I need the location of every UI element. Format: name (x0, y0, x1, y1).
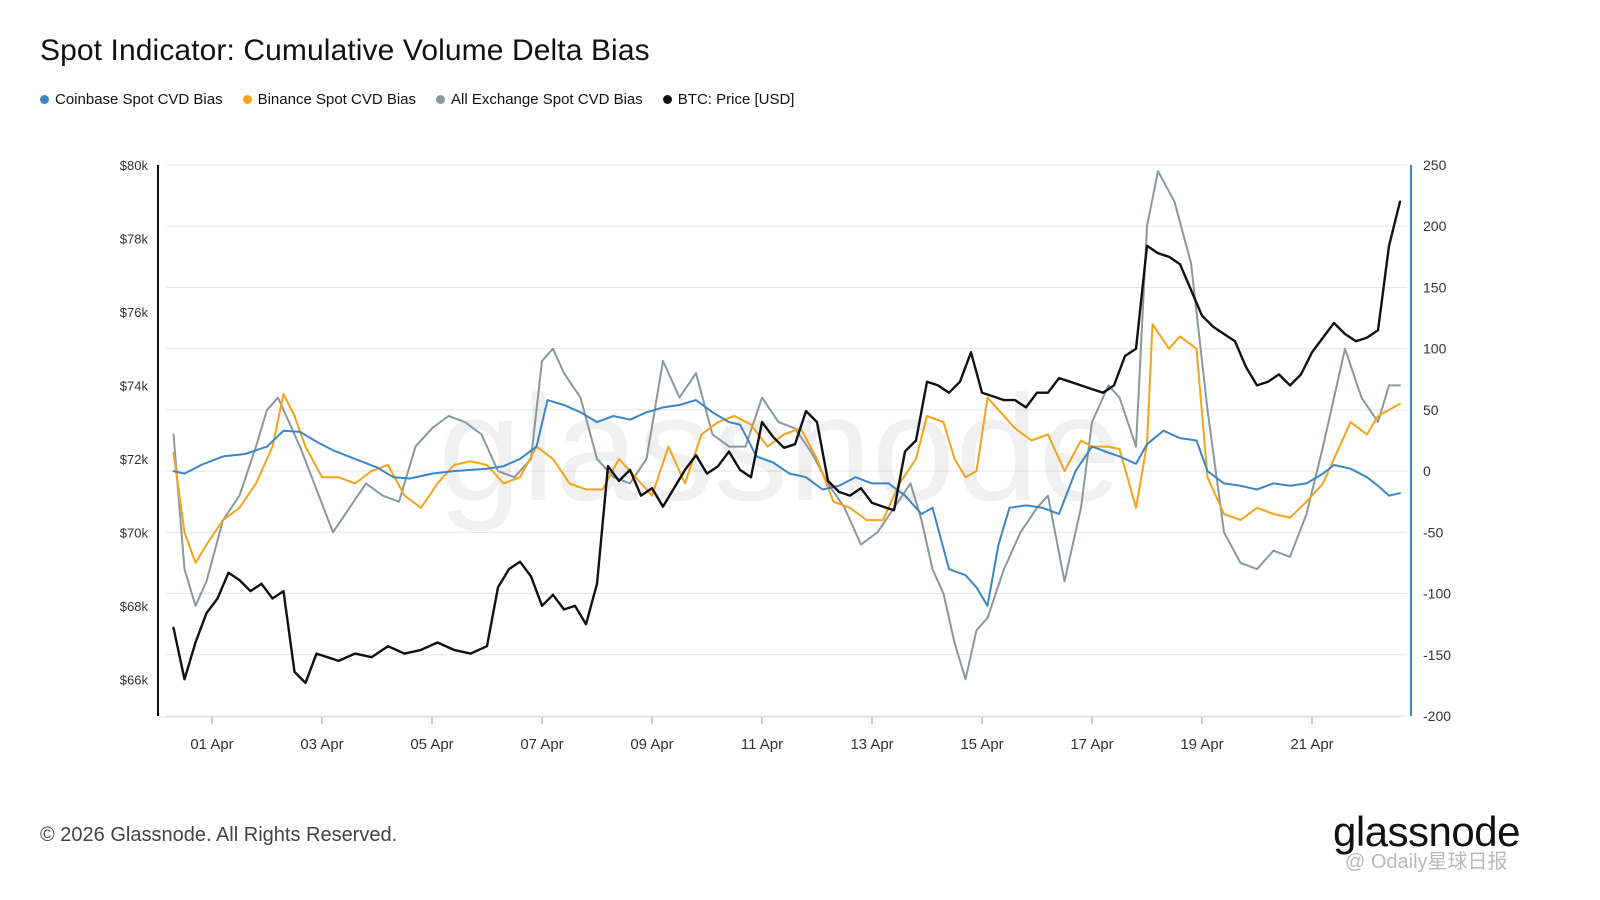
x-axis-tick-label: 13 Apr (850, 736, 893, 753)
page-title: Spot Indicator: Cumulative Volume Delta … (40, 34, 650, 67)
series-line-coinbase-spot-cvd-bias (172, 399, 1401, 607)
legend-label: Coinbase Spot CVD Bias (55, 91, 223, 108)
x-axis-tick-label: 17 Apr (1070, 736, 1113, 753)
right-axis-tick-label: 250 (1423, 157, 1447, 173)
x-axis-tick-label: 19 Apr (1180, 736, 1223, 753)
right-axis-tick-label: -150 (1423, 647, 1451, 663)
left-axis-tick-label: $74k (120, 378, 149, 393)
x-axis-tick-label: 15 Apr (960, 736, 1003, 753)
legend-label: BTC: Price [USD] (677, 91, 795, 108)
series-lines (172, 170, 1402, 685)
btc-price-legend-dot (662, 95, 672, 104)
legend-item-binance[interactable]: Binance Spot CVD Bias (242, 91, 417, 108)
left-axis-tick-label: $68k (120, 599, 149, 614)
coinbase-legend-dot (40, 95, 49, 104)
binance-legend-dot (242, 95, 252, 104)
series-line-btc-price-usd (172, 200, 1402, 685)
left-axis-tick-label: $76k (120, 305, 149, 320)
x-axis-tick-label: 09 Apr (630, 736, 673, 753)
legend-label: All Exchange Spot CVD Bias (451, 91, 643, 108)
right-axis-tick-label: 200 (1423, 218, 1447, 234)
legend-item-coinbase[interactable]: Coinbase Spot CVD Bias (40, 91, 223, 108)
x-axis-tick-label: 21 Apr (1290, 736, 1333, 753)
right-axis-tick-label: 50 (1423, 402, 1439, 418)
left-axis-tick-label: $78k (120, 231, 149, 246)
left-axis-tick-label: $66k (120, 672, 149, 687)
copyright-text: © 2026 Glassnode. All Rights Reserved. (40, 824, 398, 846)
x-axis-tick-label: 01 Apr (190, 736, 233, 753)
tick-labels: $66k $68k $70k $72k $74k $76k $78k $80k -200 -150… (120, 157, 1451, 753)
right-axis-tick-label: -200 (1423, 708, 1451, 724)
x-axis-tick-label: 05 Apr (410, 736, 453, 753)
legend-label: Binance Spot CVD Bias (257, 91, 417, 108)
right-axis-tick-label: -100 (1423, 586, 1451, 602)
left-axis-tick-label: $72k (120, 452, 149, 467)
right-axis-tick-label: 100 (1423, 341, 1447, 357)
right-axis-tick-label: 0 (1423, 463, 1431, 479)
left-axis-tick-label: $80k (120, 158, 149, 173)
glassnode-logo: glassnode (1333, 808, 1520, 855)
series-line-binance-spot-cvd-bias (172, 323, 1401, 564)
x-axis-tick-label: 11 Apr (741, 736, 783, 753)
all-exchange-legend-dot (436, 95, 446, 104)
series-line-all-exchange-spot-cvd-bias (172, 170, 1401, 681)
chart-axes (157, 165, 1412, 724)
chart-background-watermark: glassnode (438, 364, 1122, 532)
odaily-watermark: @ Odaily星球日报 (1345, 851, 1508, 873)
right-axis-tick-label: 150 (1423, 279, 1447, 295)
left-axis-tick-label: $70k (120, 525, 149, 540)
chart-legend: Coinbase Spot CVD Bias Binance Spot CVD … (40, 91, 794, 108)
x-axis-tick-label: 03 Apr (300, 736, 343, 753)
grid-lines (166, 164, 1407, 717)
legend-item-all-exchange[interactable]: All Exchange Spot CVD Bias (436, 91, 643, 108)
x-axis-tick-label: 07 Apr (520, 736, 563, 753)
right-axis-tick-label: -50 (1423, 524, 1443, 540)
legend-item-btc-price[interactable]: BTC: Price [USD] (662, 91, 795, 108)
